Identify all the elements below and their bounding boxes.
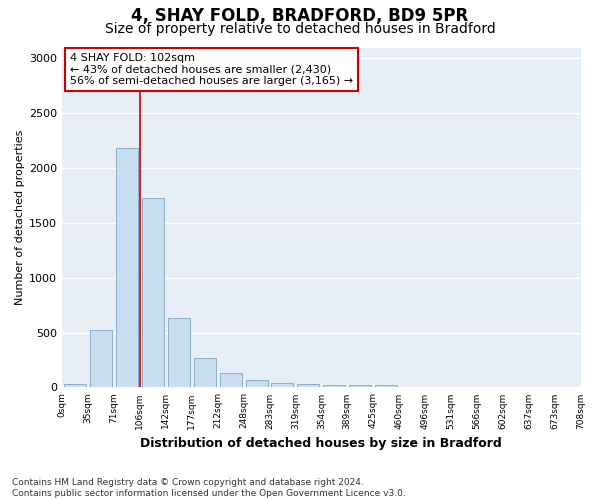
Bar bbox=[220, 372, 242, 388]
Bar bbox=[168, 318, 190, 388]
Bar bbox=[116, 148, 138, 388]
Bar bbox=[271, 383, 293, 388]
Y-axis label: Number of detached properties: Number of detached properties bbox=[15, 130, 25, 305]
Bar bbox=[194, 358, 216, 388]
Bar bbox=[375, 386, 397, 388]
Text: 4, SHAY FOLD, BRADFORD, BD9 5PR: 4, SHAY FOLD, BRADFORD, BD9 5PR bbox=[131, 8, 469, 26]
Bar bbox=[298, 384, 319, 388]
Text: 4 SHAY FOLD: 102sqm
← 43% of detached houses are smaller (2,430)
56% of semi-det: 4 SHAY FOLD: 102sqm ← 43% of detached ho… bbox=[70, 52, 353, 86]
X-axis label: Distribution of detached houses by size in Bradford: Distribution of detached houses by size … bbox=[140, 437, 502, 450]
Text: Contains HM Land Registry data © Crown copyright and database right 2024.
Contai: Contains HM Land Registry data © Crown c… bbox=[12, 478, 406, 498]
Bar bbox=[401, 387, 423, 388]
Bar bbox=[90, 330, 112, 388]
Bar bbox=[427, 387, 449, 388]
Bar bbox=[323, 384, 345, 388]
Bar bbox=[64, 384, 86, 388]
Bar bbox=[245, 380, 268, 388]
Bar bbox=[142, 198, 164, 388]
Text: Size of property relative to detached houses in Bradford: Size of property relative to detached ho… bbox=[104, 22, 496, 36]
Bar bbox=[349, 385, 371, 388]
